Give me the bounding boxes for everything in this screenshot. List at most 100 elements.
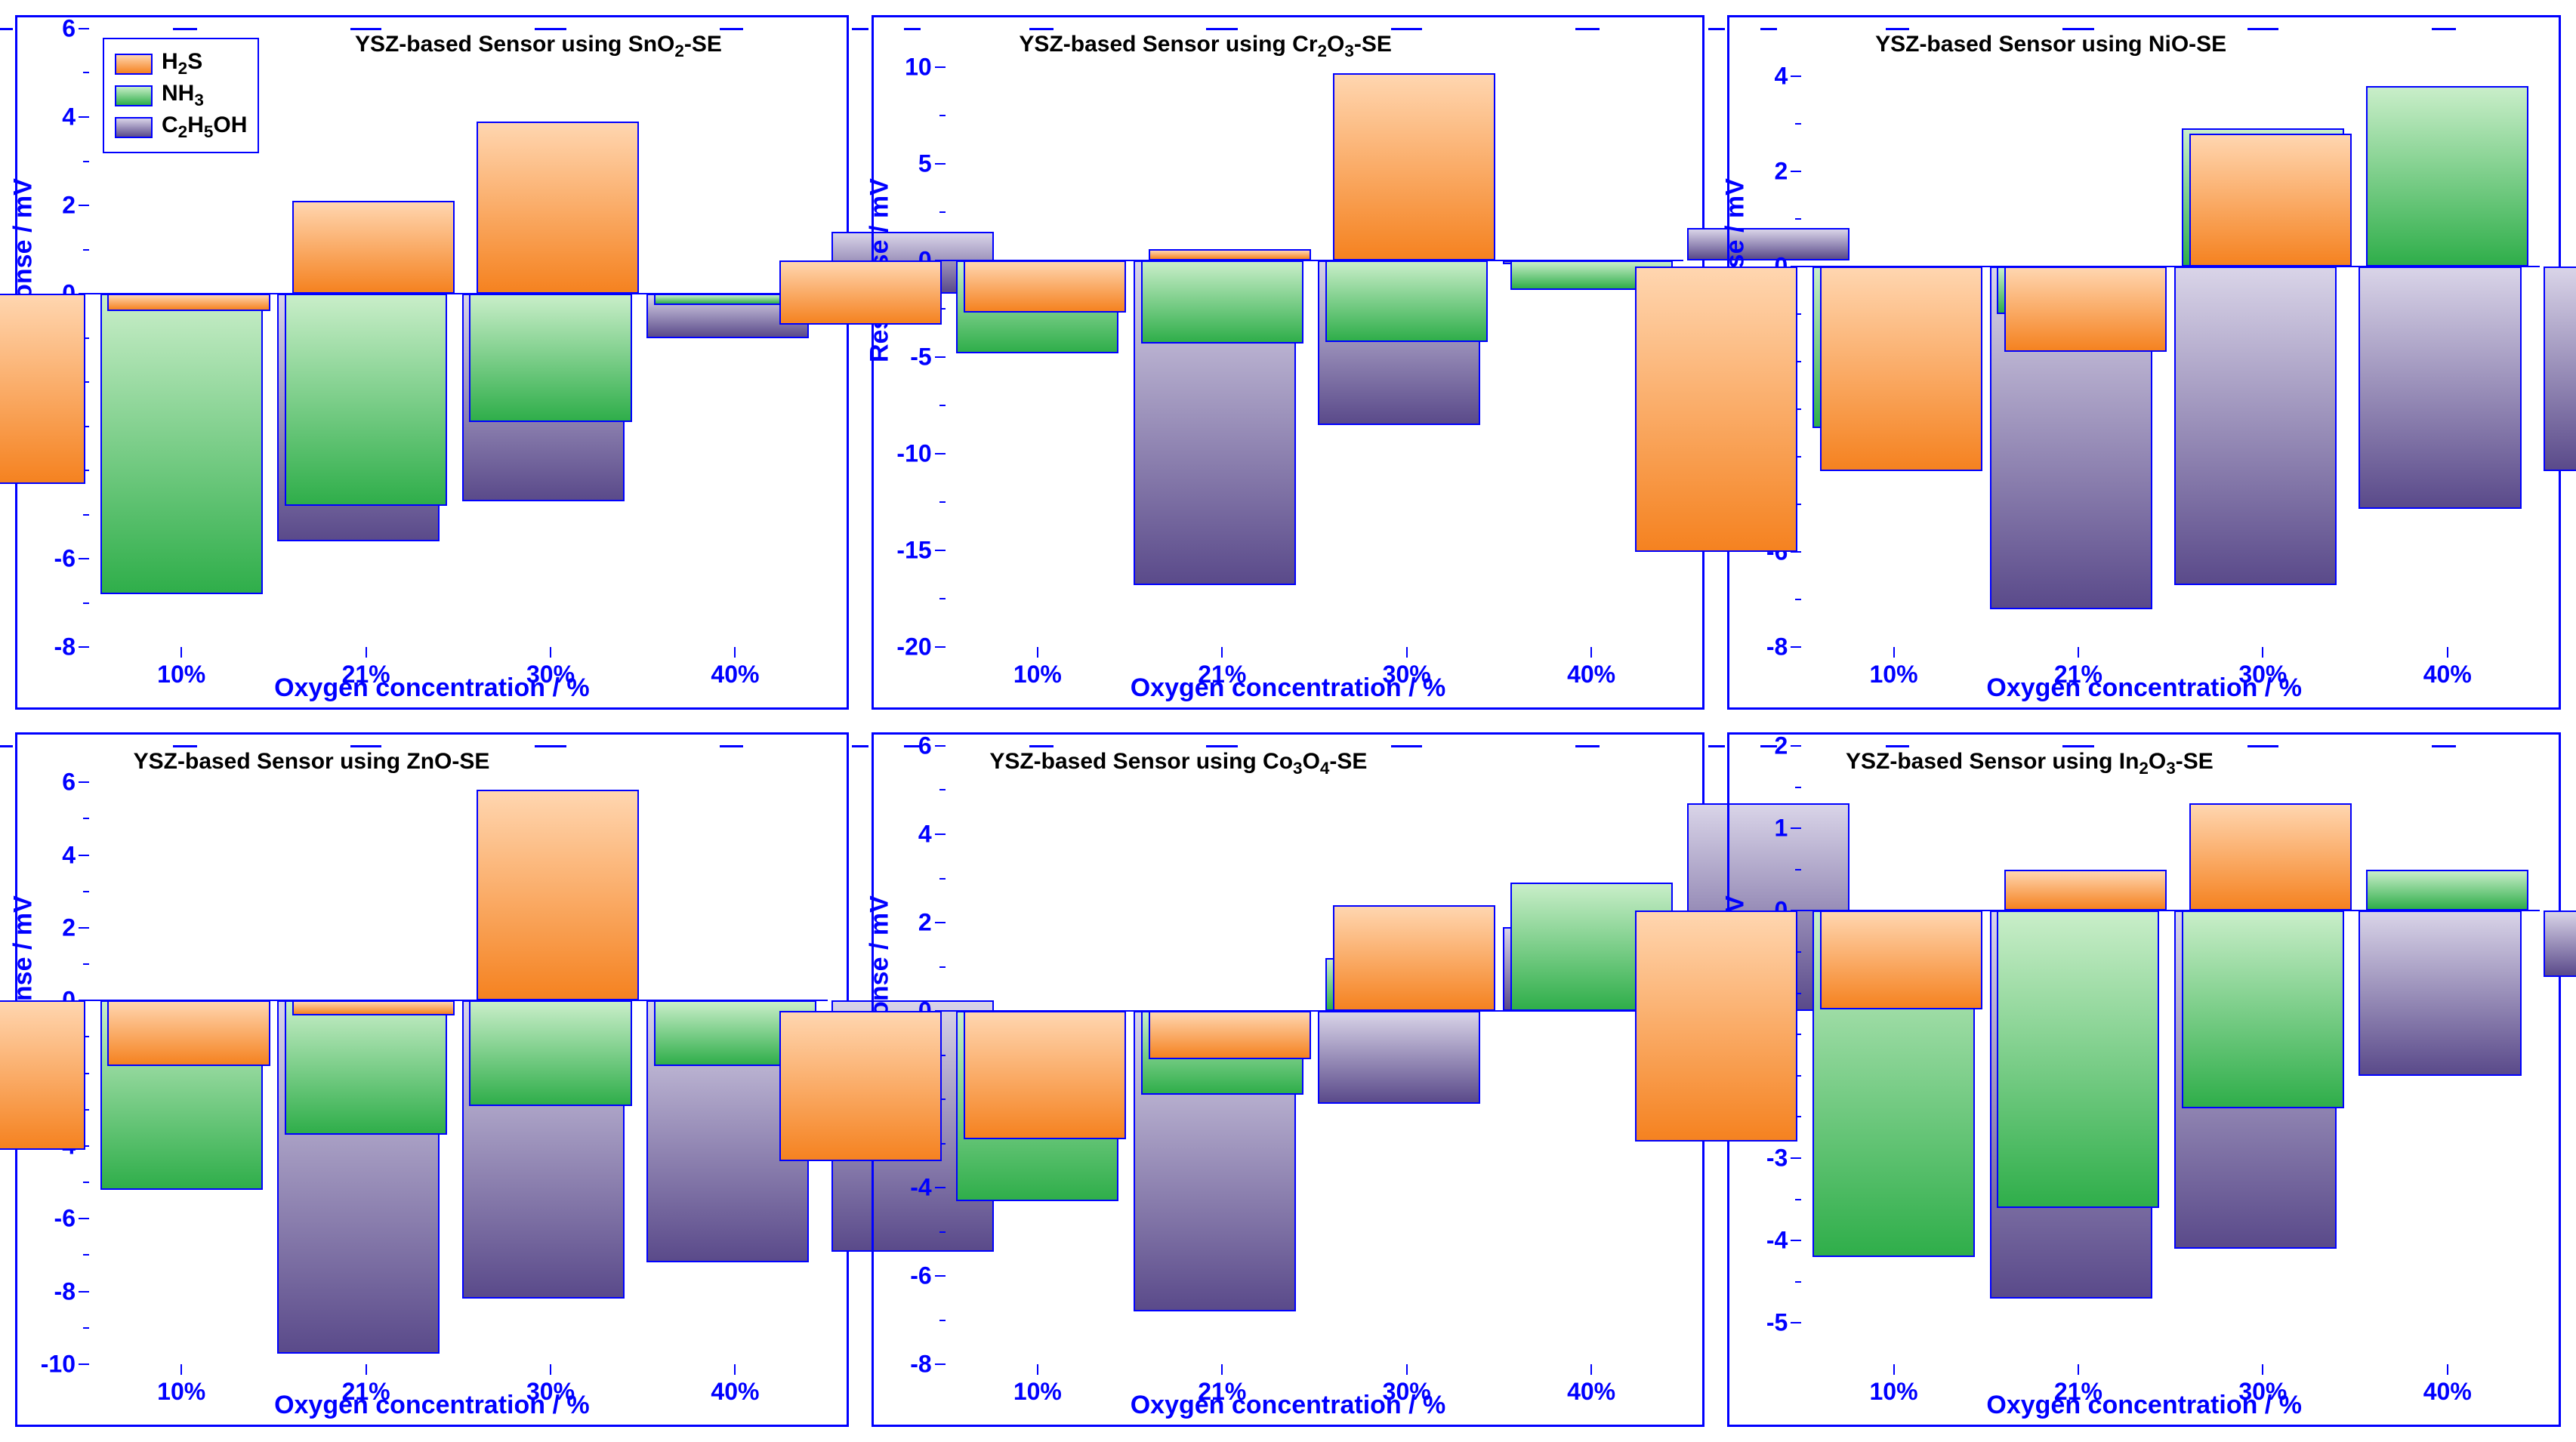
x-tick-label: 21% xyxy=(2054,661,2102,689)
legend-item: H2S xyxy=(115,49,247,79)
x-tick-label: 10% xyxy=(1870,661,1918,689)
x-tick-label: 10% xyxy=(157,661,205,689)
plot-area: -8-6-4-2024610%21%30%40%YSZ-based Sensor… xyxy=(89,29,828,647)
x-tick-label: 10% xyxy=(1870,1378,1918,1406)
y-tick-label: 4 xyxy=(62,841,76,869)
plot-area: -8-6-4-202410%21%30%40%YSZ-based Sensor … xyxy=(1801,29,2540,647)
plot-area: -8-6-4-2024610%21%30%40%YSZ-based Sensor… xyxy=(946,746,1684,1364)
y-tick-label: -5 xyxy=(910,344,931,371)
x-tick-label: 30% xyxy=(526,661,575,689)
y-tick-label: 2 xyxy=(62,192,76,220)
chart-panel: Response / mVOxygen concentration / %-8-… xyxy=(872,732,1705,1427)
chart-panel: Response / mVOxygen concentration / %-8-… xyxy=(1727,15,2561,710)
x-tick-label: 40% xyxy=(711,661,759,689)
panel-title: YSZ-based Sensor using ZnO-SE xyxy=(134,749,490,775)
y-tick-label: 5 xyxy=(918,150,932,178)
y-tick-label: 4 xyxy=(918,821,932,849)
bar xyxy=(1333,73,1495,260)
y-tick-label: -8 xyxy=(54,633,76,661)
panel-title: YSZ-based Sensor using NiO-SE xyxy=(1875,32,2226,57)
bar xyxy=(1635,267,1797,552)
bar xyxy=(1141,260,1303,344)
bar xyxy=(2359,910,2521,1075)
panel-title: YSZ-based Sensor using SnO2-SE xyxy=(355,32,722,61)
bar xyxy=(477,122,639,294)
legend-item: C2H5OH xyxy=(115,112,247,142)
bar xyxy=(1820,267,1982,471)
chart-panel: Response / mVOxygen concentration / %-20… xyxy=(872,15,1705,710)
bar xyxy=(100,294,263,594)
bar xyxy=(1149,1011,1311,1059)
y-tick-label: -6 xyxy=(54,1205,76,1233)
bar xyxy=(1333,905,1495,1011)
x-tick-label: 30% xyxy=(2238,661,2287,689)
y-tick-label: 4 xyxy=(1775,63,1788,91)
y-tick-label: -8 xyxy=(1766,633,1788,661)
x-tick-label: 10% xyxy=(1013,1378,1062,1406)
bar xyxy=(1325,260,1488,341)
y-tick-label: 2 xyxy=(62,914,76,941)
chart-grid: Response / mVOxygen concentration / %-8-… xyxy=(15,15,2561,1427)
chart-panel: Response / mVOxygen concentration / %-8-… xyxy=(15,15,849,710)
legend-swatch xyxy=(115,54,153,75)
x-tick-label: 40% xyxy=(711,1378,759,1406)
plot-area: -5-4-3-2-101210%21%30%40%YSZ-based Senso… xyxy=(1801,746,2540,1364)
x-tick-label: 21% xyxy=(342,661,390,689)
y-tick-label: 6 xyxy=(62,769,76,796)
x-tick-label: 30% xyxy=(2238,1378,2287,1406)
y-tick-label: 2 xyxy=(918,909,932,937)
bar xyxy=(2189,134,2352,267)
y-tick-label: -10 xyxy=(896,440,931,468)
bar xyxy=(779,1011,942,1161)
legend-label: H2S xyxy=(162,49,202,79)
bar xyxy=(779,260,942,324)
y-tick-label: 6 xyxy=(918,732,932,760)
y-tick-label: 1 xyxy=(1775,815,1788,843)
y-tick-label: -8 xyxy=(910,1351,931,1379)
bar xyxy=(292,201,455,294)
bar xyxy=(107,1000,270,1066)
bar xyxy=(2366,870,2528,911)
bar xyxy=(1149,249,1311,260)
x-tick-label: 40% xyxy=(2423,1378,2472,1406)
bar xyxy=(477,790,639,1000)
bar xyxy=(2366,86,2528,267)
legend-item: NH3 xyxy=(115,81,247,110)
legend: H2SNH3C2H5OH xyxy=(103,38,259,153)
y-tick-label: 4 xyxy=(62,103,76,131)
x-tick-label: 10% xyxy=(157,1378,205,1406)
x-tick-label: 21% xyxy=(1198,661,1246,689)
bar xyxy=(107,294,270,311)
y-tick-label: -6 xyxy=(54,545,76,573)
x-tick-label: 40% xyxy=(1567,1378,1615,1406)
bar xyxy=(469,1000,631,1106)
chart-panel: Response / mVOxygen concentration / %-10… xyxy=(15,732,849,1427)
x-tick-label: 21% xyxy=(2054,1378,2102,1406)
bar xyxy=(1635,910,1797,1142)
legend-label: C2H5OH xyxy=(162,112,247,142)
y-tick-label: -4 xyxy=(1766,1227,1788,1255)
y-tick-label: -3 xyxy=(1766,1144,1788,1172)
y-tick-label: 10 xyxy=(905,54,932,82)
bar xyxy=(964,1011,1126,1139)
y-tick-label: 2 xyxy=(1775,732,1788,760)
y-tick-label: 6 xyxy=(62,15,76,43)
bar xyxy=(2359,267,2521,509)
panel-title: YSZ-based Sensor using In2O3-SE xyxy=(1846,749,2214,778)
bar xyxy=(292,1000,455,1015)
x-tick-label: 30% xyxy=(1383,661,1431,689)
y-tick-label: -4 xyxy=(910,1174,931,1202)
bar xyxy=(285,294,447,506)
x-tick-label: 30% xyxy=(1383,1378,1431,1406)
bar xyxy=(0,1000,85,1150)
panel-title: YSZ-based Sensor using Cr2O3-SE xyxy=(1019,32,1391,61)
x-tick-label: 30% xyxy=(526,1378,575,1406)
legend-label: NH3 xyxy=(162,81,204,110)
x-tick-label: 10% xyxy=(1013,661,1062,689)
plot-area: -10-8-6-4-2024610%21%30%40%YSZ-based Sen… xyxy=(89,746,828,1364)
bar xyxy=(2544,267,2576,471)
x-tick-label: 21% xyxy=(342,1378,390,1406)
bar xyxy=(285,1000,447,1135)
y-tick-label: -8 xyxy=(54,1277,76,1305)
x-tick-label: 40% xyxy=(1567,661,1615,689)
